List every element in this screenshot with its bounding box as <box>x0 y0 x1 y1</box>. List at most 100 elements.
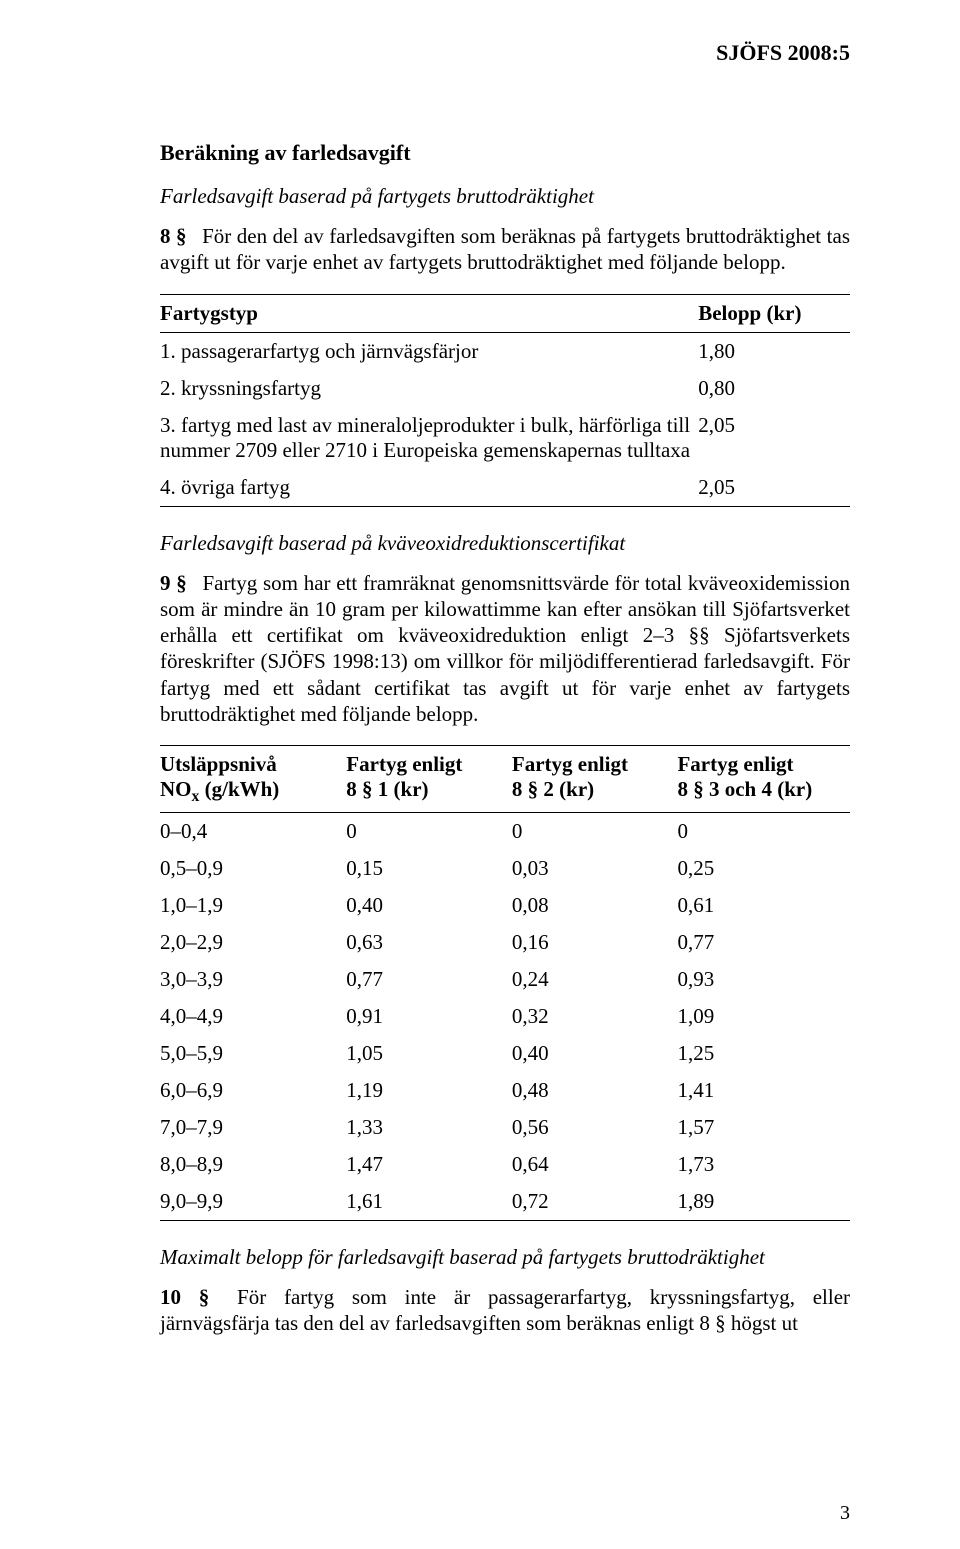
cell-value: 0,24 <box>512 961 678 998</box>
cell-value: 0–0,4 <box>160 813 346 851</box>
table-row: 6,0–6,91,190,481,41 <box>160 1072 850 1109</box>
col-header-text: Utsläppsnivå <box>160 752 277 776</box>
col-header-fartygstyp: Fartygstyp <box>160 294 698 332</box>
cell-value: 1,57 <box>677 1109 850 1146</box>
cell-value: 0,40 <box>346 887 512 924</box>
cell-value: 0,63 <box>346 924 512 961</box>
cell-value: 0,93 <box>677 961 850 998</box>
table-row: Fartygstyp Belopp (kr) <box>160 294 850 332</box>
paragraph-10-number: 10 § <box>160 1285 209 1309</box>
col-header-text: 8 § 2 (kr) <box>512 777 594 801</box>
cell-value: 0,80 <box>698 370 850 407</box>
paragraph-9-text: Fartyg som har ett framräknat genomsnitt… <box>160 571 850 726</box>
table-row: 0–0,4000 <box>160 813 850 851</box>
cell-value: 4,0–4,9 <box>160 998 346 1035</box>
cell-value: 0,48 <box>512 1072 678 1109</box>
cell-value: 6,0–6,9 <box>160 1072 346 1109</box>
cell-value: 0 <box>512 813 678 851</box>
col-header-f2: Fartyg enligt 8 § 2 (kr) <box>512 746 678 813</box>
cell-value: 2,05 <box>698 469 850 507</box>
utslaup-table: Utsläppsnivå NOx (g/kWh) Fartyg enligt 8… <box>160 745 850 1221</box>
paragraph-9-number: 9 § <box>160 571 187 595</box>
cell-value: 2,0–2,9 <box>160 924 346 961</box>
page-number: 3 <box>840 1502 850 1525</box>
cell-value: 0,77 <box>346 961 512 998</box>
col-header-text: Fartyg enligt <box>677 752 793 776</box>
cell-value: 1,73 <box>677 1146 850 1183</box>
cell-value: 0,91 <box>346 998 512 1035</box>
table-row: 9,0–9,91,610,721,89 <box>160 1183 850 1221</box>
cell-label: 4. övriga fartyg <box>160 469 698 507</box>
col-header-text: 8 § 3 och 4 (kr) <box>677 777 812 801</box>
cell-value: 1,47 <box>346 1146 512 1183</box>
cell-value: 0,72 <box>512 1183 678 1221</box>
col-header-text: Fartyg enligt <box>512 752 628 776</box>
cell-value: 0,61 <box>677 887 850 924</box>
cell-label: 1. passagerarfartyg och järnvägsfärjor <box>160 332 698 370</box>
col-header-utslaup: Utsläppsnivå NOx (g/kWh) <box>160 746 346 813</box>
cell-value: 1,80 <box>698 332 850 370</box>
col-header-text: NOx (g/kWh) <box>160 777 279 801</box>
cell-value: 0,77 <box>677 924 850 961</box>
doc-reference: SJÖFS 2008:5 <box>716 40 850 66</box>
col-header-f1: Fartyg enligt 8 § 1 (kr) <box>346 746 512 813</box>
col-header-belopp: Belopp (kr) <box>698 294 850 332</box>
cell-value: 0,03 <box>512 850 678 887</box>
table-row: 3. fartyg med last av mineraloljeprodukt… <box>160 407 850 469</box>
cell-value: 1,25 <box>677 1035 850 1072</box>
subsection-heading-2: Farledsavgift baserad på kväveoxidredukt… <box>160 531 850 556</box>
paragraph-10-text: För fartyg som inte är passagerarfartyg,… <box>160 1285 850 1335</box>
cell-value: 1,61 <box>346 1183 512 1221</box>
cell-value: 0,08 <box>512 887 678 924</box>
table-row: 5,0–5,91,050,401,25 <box>160 1035 850 1072</box>
table-row: 8,0–8,91,470,641,73 <box>160 1146 850 1183</box>
cell-value: 8,0–8,9 <box>160 1146 346 1183</box>
paragraph-8-text: För den del av farledsavgiften som beräk… <box>160 224 850 274</box>
table-row: 0,5–0,90,150,030,25 <box>160 850 850 887</box>
subsection-heading-3: Maximalt belopp för farledsavgift basera… <box>160 1245 850 1270</box>
table-row: 7,0–7,91,330,561,57 <box>160 1109 850 1146</box>
cell-value: 9,0–9,9 <box>160 1183 346 1221</box>
col-header-f3: Fartyg enligt 8 § 3 och 4 (kr) <box>677 746 850 813</box>
cell-value: 0,32 <box>512 998 678 1035</box>
cell-value: 0,56 <box>512 1109 678 1146</box>
paragraph-8-number: 8 § <box>160 224 187 248</box>
fartygstyp-table: Fartygstyp Belopp (kr) 1. passagerarfart… <box>160 294 850 507</box>
paragraph-10: 10 § För fartyg som inte är passagerarfa… <box>160 1284 850 1337</box>
cell-value: 2,05 <box>698 407 850 469</box>
table-row: 3,0–3,90,770,240,93 <box>160 961 850 998</box>
table-row: 1. passagerarfartyg och järnvägsfärjor1,… <box>160 332 850 370</box>
cell-label: 3. fartyg med last av mineraloljeprodukt… <box>160 407 698 469</box>
cell-value: 0,5–0,9 <box>160 850 346 887</box>
subsection-heading-1: Farledsavgift baserad på fartygets brutt… <box>160 184 850 209</box>
cell-value: 1,05 <box>346 1035 512 1072</box>
cell-value: 7,0–7,9 <box>160 1109 346 1146</box>
cell-label: 2. kryssningsfartyg <box>160 370 698 407</box>
cell-value: 0 <box>346 813 512 851</box>
table-row: 2,0–2,90,630,160,77 <box>160 924 850 961</box>
cell-value: 1,33 <box>346 1109 512 1146</box>
cell-value: 5,0–5,9 <box>160 1035 346 1072</box>
cell-value: 0,64 <box>512 1146 678 1183</box>
table-row: 2. kryssningsfartyg0,80 <box>160 370 850 407</box>
cell-value: 3,0–3,9 <box>160 961 346 998</box>
col-header-text: Fartyg enligt <box>346 752 462 776</box>
cell-value: 1,19 <box>346 1072 512 1109</box>
cell-value: 0,40 <box>512 1035 678 1072</box>
cell-value: 0,25 <box>677 850 850 887</box>
paragraph-9: 9 § Fartyg som har ett framräknat genoms… <box>160 570 850 728</box>
cell-value: 1,89 <box>677 1183 850 1221</box>
cell-value: 1,41 <box>677 1072 850 1109</box>
table-row: Utsläppsnivå NOx (g/kWh) Fartyg enligt 8… <box>160 746 850 813</box>
cell-value: 1,09 <box>677 998 850 1035</box>
table-row: 1,0–1,90,400,080,61 <box>160 887 850 924</box>
document-page: SJÖFS 2008:5 Beräkning av farledsavgift … <box>0 0 960 1549</box>
section-title: Beräkning av farledsavgift <box>160 140 850 166</box>
col-header-text: 8 § 1 (kr) <box>346 777 428 801</box>
paragraph-8: 8 § För den del av farledsavgiften som b… <box>160 223 850 276</box>
cell-value: 0,15 <box>346 850 512 887</box>
table-row: 4,0–4,90,910,321,09 <box>160 998 850 1035</box>
cell-value: 1,0–1,9 <box>160 887 346 924</box>
cell-value: 0 <box>677 813 850 851</box>
cell-value: 0,16 <box>512 924 678 961</box>
